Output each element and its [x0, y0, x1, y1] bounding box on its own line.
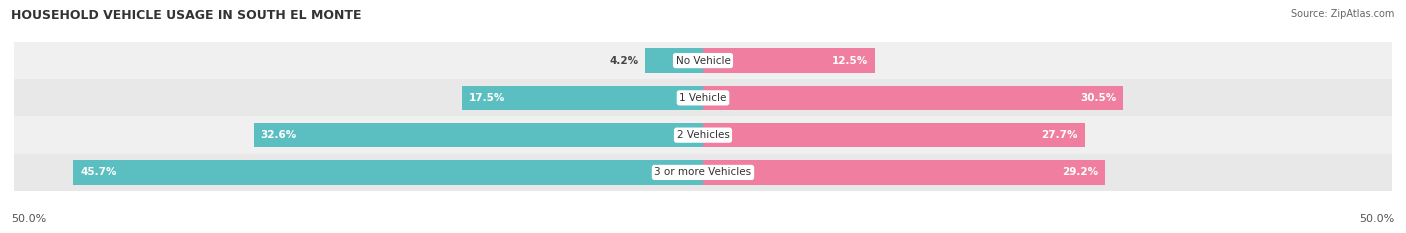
Bar [703, 160, 1105, 185]
Bar [14, 154, 1392, 191]
Text: Source: ZipAtlas.com: Source: ZipAtlas.com [1291, 9, 1395, 19]
Bar [254, 123, 703, 147]
Text: 27.7%: 27.7% [1042, 130, 1078, 140]
Text: HOUSEHOLD VEHICLE USAGE IN SOUTH EL MONTE: HOUSEHOLD VEHICLE USAGE IN SOUTH EL MONT… [11, 9, 361, 22]
Bar [703, 48, 875, 73]
Text: 3 or more Vehicles: 3 or more Vehicles [654, 168, 752, 177]
Text: 50.0%: 50.0% [1360, 214, 1395, 224]
Text: 1 Vehicle: 1 Vehicle [679, 93, 727, 103]
Text: 50.0%: 50.0% [11, 214, 46, 224]
Text: 17.5%: 17.5% [468, 93, 505, 103]
Text: 2 Vehicles: 2 Vehicles [676, 130, 730, 140]
Bar [73, 160, 703, 185]
Bar [645, 48, 703, 73]
Text: 32.6%: 32.6% [260, 130, 297, 140]
Text: 29.2%: 29.2% [1063, 168, 1098, 177]
Bar [703, 86, 1123, 110]
Text: No Vehicle: No Vehicle [675, 56, 731, 65]
Bar [461, 86, 703, 110]
Bar [703, 123, 1084, 147]
Legend: Owner-occupied, Renter-occupied: Owner-occupied, Renter-occupied [591, 230, 815, 233]
Text: 30.5%: 30.5% [1080, 93, 1116, 103]
Text: 12.5%: 12.5% [832, 56, 869, 65]
Text: 45.7%: 45.7% [80, 168, 117, 177]
Bar [14, 42, 1392, 79]
Text: 4.2%: 4.2% [609, 56, 638, 65]
Bar [14, 116, 1392, 154]
Bar [14, 79, 1392, 116]
